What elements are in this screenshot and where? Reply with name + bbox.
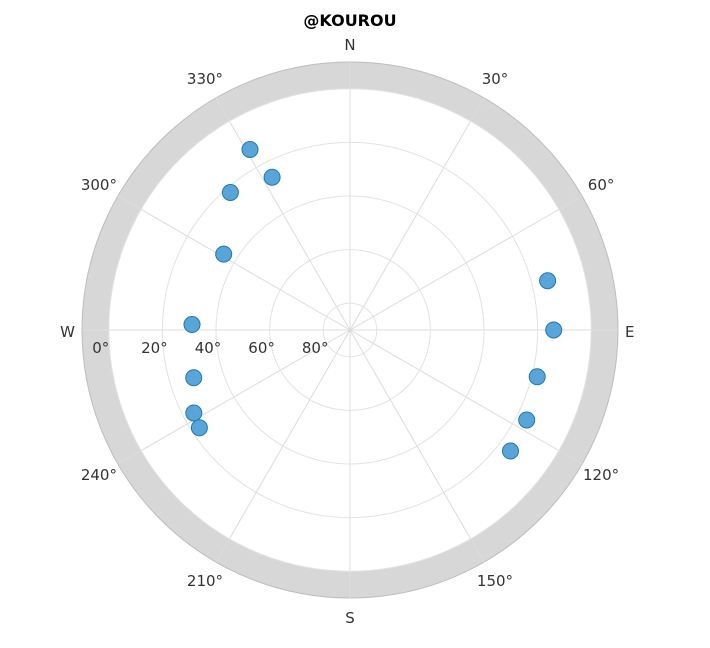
elevation-ring: [269, 249, 431, 411]
satellite-point: [185, 369, 203, 387]
elevation-ring: [215, 195, 485, 465]
elevation-ring: [108, 88, 592, 572]
satellite-point: [518, 411, 536, 429]
satellite-point: [183, 316, 201, 333]
satellite-point: [528, 368, 546, 386]
azimuth-tick-label: 330°: [187, 70, 223, 88]
azimuth-tick-label: 150°: [477, 572, 513, 590]
elevation-tick-label: 0°: [92, 339, 109, 357]
azimuth-tick-label: 60°: [588, 176, 615, 194]
azimuth-tick-label: 240°: [81, 466, 117, 484]
satellite-point: [263, 168, 281, 186]
satellite-markers: [183, 141, 563, 460]
azimuth-tick-label: 300°: [81, 176, 117, 194]
satellite-point: [241, 141, 259, 158]
satellite-point: [221, 184, 239, 201]
elevation-tick-label: 20°: [141, 339, 168, 357]
elevation-tick-label: 80°: [302, 339, 329, 357]
elevation-ring: [322, 302, 378, 358]
axis-labels: N E S W 30° 60° 120° 150° 210° 240° 300° 330° 0° 20° 4…: [60, 36, 634, 627]
azimuth-tick-label: 210°: [187, 572, 223, 590]
satellite-point: [545, 321, 563, 339]
chart-title: @KOUROU: [303, 11, 396, 30]
cardinal-label-n: N: [344, 36, 355, 54]
satellite-point: [190, 419, 208, 437]
satellite-point: [539, 272, 557, 290]
satellite-point: [215, 245, 233, 263]
azimuth-tick-label: 120°: [583, 466, 619, 484]
elevation-tick-label: 60°: [248, 339, 275, 357]
cardinal-label-w: W: [60, 323, 75, 341]
elevation-tick-label: 40°: [195, 339, 222, 357]
satellite-point: [502, 442, 519, 460]
azimuth-tick-label: 30°: [482, 70, 509, 88]
cardinal-label-e: E: [625, 323, 634, 341]
cardinal-label-s: S: [345, 609, 355, 627]
elevation-ring: [161, 141, 539, 519]
polar-grid: [82, 62, 618, 598]
satellite-point: [185, 404, 203, 422]
